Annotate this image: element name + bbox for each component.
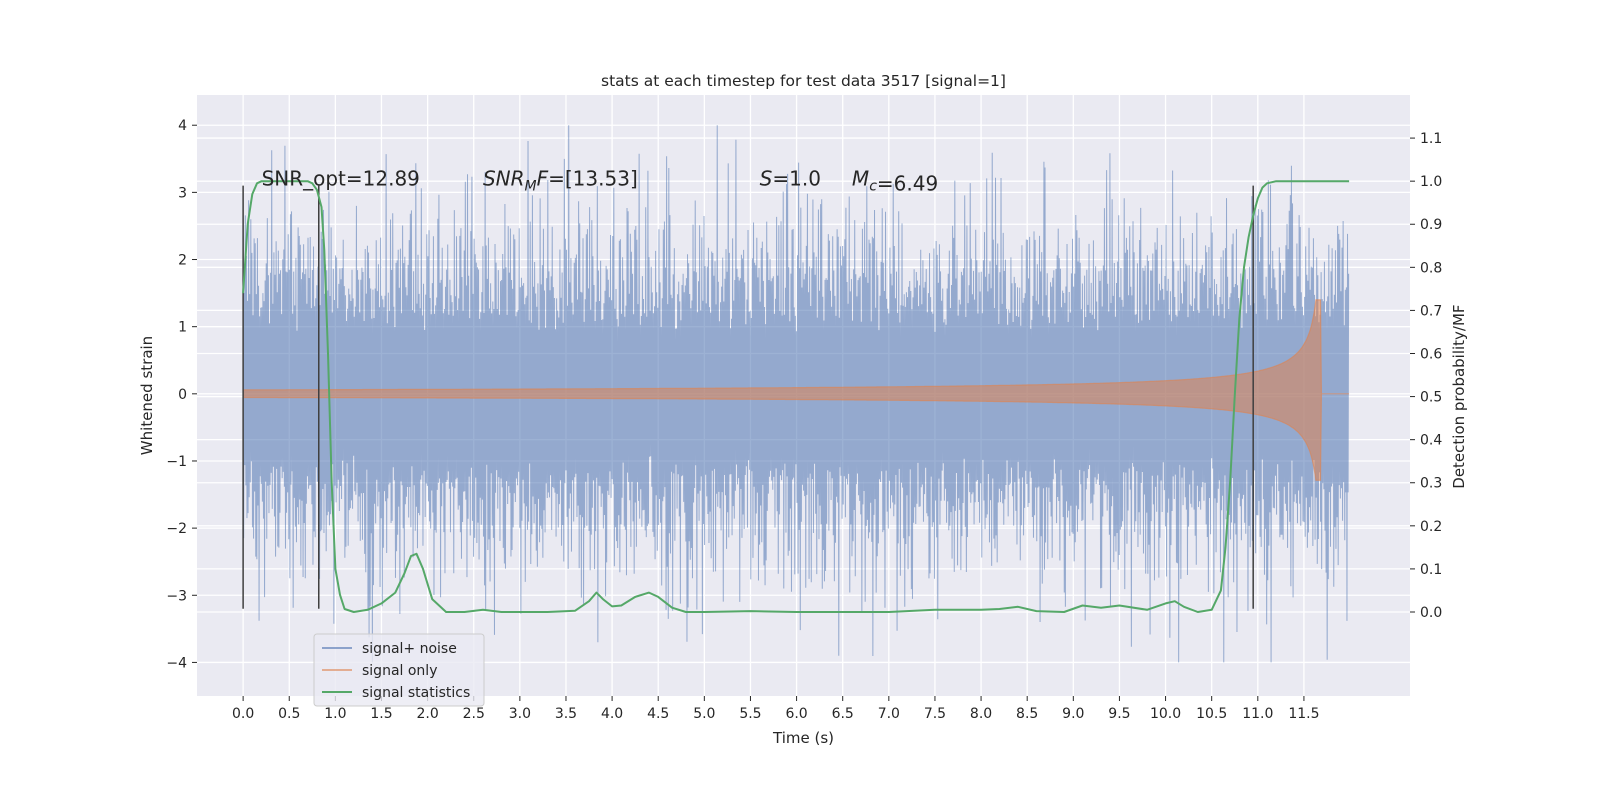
x-axis-label: Time (s) <box>772 729 834 747</box>
signal-statistics-series <box>242 180 1350 613</box>
y2-tick-label: 0.2 <box>1420 519 1442 535</box>
x-tick-label: 7.5 <box>924 706 946 722</box>
y2-tick-label: 0.7 <box>1420 303 1442 319</box>
legend: signal+ noise signal only signal statistic… <box>313 633 485 707</box>
x-tick-label: 6.0 <box>785 706 807 722</box>
x-tick-label: 9.5 <box>1108 706 1130 722</box>
y2-tick-label: 1.0 <box>1420 174 1442 190</box>
y2-tick-label: 0.9 <box>1420 217 1442 233</box>
x-tick-label: 10.0 <box>1150 706 1181 722</box>
y2-axis-ticks: 0.0 0.1 0.2 0.3 0.4 0.5 0.6 0.7 0.8 0.9 1.0 1.1 <box>1410 131 1442 621</box>
chirp-envelope <box>242 299 1350 481</box>
y2-tick-label: 0.1 <box>1420 562 1442 578</box>
y2-tick-label: 0.8 <box>1420 260 1442 276</box>
x-tick-label: 2.5 <box>463 706 485 722</box>
legend-box <box>313 633 485 707</box>
annotation: SNR_opt=12.89 <box>262 167 420 191</box>
annotation: Mc=6.49 <box>852 167 938 196</box>
x-tick-label: 1.5 <box>370 706 392 722</box>
x-tick-label: 5.5 <box>739 706 761 722</box>
y-axis-label: Whitened strain <box>138 336 156 455</box>
x-tick-label: 8.0 <box>970 706 992 722</box>
y-tick-label: −1 <box>166 454 187 470</box>
y2-tick-label: 0.5 <box>1420 390 1442 406</box>
x-tick-label: 10.5 <box>1196 706 1227 722</box>
y-tick-label: 4 <box>178 118 187 134</box>
y2-tick-label: 0.4 <box>1420 433 1442 449</box>
annotations: SNR_opt=12.89 SNRMF=[13.53] S=1.0 Mc=6.49 <box>262 167 939 196</box>
legend-label: signal only <box>362 663 437 679</box>
y-tick-label: −4 <box>166 655 187 671</box>
x-tick-label: 4.0 <box>601 706 623 722</box>
x-tick-label: 0.5 <box>278 706 300 722</box>
y-tick-label: −3 <box>166 588 187 604</box>
signal-noise-series <box>242 125 1350 663</box>
x-tick-label: 11.0 <box>1242 706 1273 722</box>
x-tick-label: 0.0 <box>232 706 254 722</box>
x-tick-label: 11.5 <box>1288 706 1319 722</box>
chart-title: stats at each timestep for test data 351… <box>601 72 1006 90</box>
x-tick-label: 2.0 <box>416 706 438 722</box>
y2-tick-label: 1.1 <box>1420 131 1442 147</box>
legend-label: signal+ noise <box>362 641 457 657</box>
x-tick-label: 1.0 <box>324 706 346 722</box>
y-axis-ticks: −4 −3 −2 −1 0 1 2 3 4 <box>166 118 197 671</box>
x-tick-label: 3.5 <box>555 706 577 722</box>
y2-tick-label: 0.0 <box>1420 605 1442 621</box>
y-tick-label: −2 <box>166 521 187 537</box>
y2-axis-label: Detection probability/MF <box>1450 304 1468 488</box>
statistics-line <box>242 180 1350 613</box>
x-tick-label: 9.0 <box>1062 706 1084 722</box>
window-markers <box>242 185 1254 609</box>
y2-tick-label: 0.6 <box>1420 346 1442 362</box>
x-tick-label: 6.5 <box>832 706 854 722</box>
x-tick-label: 8.5 <box>1016 706 1038 722</box>
annotation: SNRMF=[13.53] <box>483 167 638 195</box>
noise-trace <box>242 125 1350 663</box>
x-tick-label: 7.0 <box>878 706 900 722</box>
x-tick-label: 3.0 <box>509 706 531 722</box>
y-tick-label: 3 <box>178 185 187 201</box>
signal-only-series <box>242 299 1350 481</box>
x-tick-label: 5.0 <box>693 706 715 722</box>
legend-label: signal statistics <box>362 685 470 701</box>
x-axis-ticks: 0.0 0.5 1.0 1.5 2.0 2.5 3.0 3.5 4.0 4.5 5.0 5.5 6.0 6… <box>232 696 1320 722</box>
y-tick-label: 1 <box>178 320 187 336</box>
x-tick-label: 4.5 <box>647 706 669 722</box>
y2-tick-label: 0.3 <box>1420 476 1442 492</box>
y-tick-label: 2 <box>178 253 187 269</box>
annotation: S=1.0 <box>760 167 821 191</box>
y-tick-label: 0 <box>178 387 187 403</box>
